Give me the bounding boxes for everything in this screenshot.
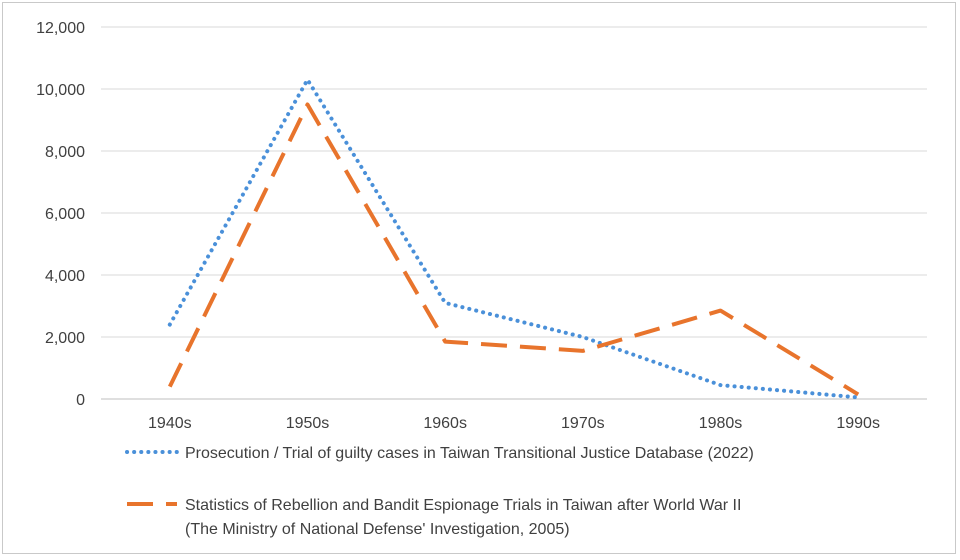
y-tick-label: 6,000 (45, 206, 85, 223)
x-tick-label: 1950s (286, 415, 330, 432)
series-line-1 (167, 77, 861, 400)
y-tick-label: 0 (76, 392, 85, 409)
legend-label-1: Prosecution / Trial of guilty cases in T… (185, 445, 754, 462)
x-axis-tick-labels: 1940s 1950s 1960s 1970s 1980s 1990s (148, 415, 880, 432)
x-tick-label: 1990s (836, 415, 880, 432)
x-tick-label: 1940s (148, 415, 192, 432)
legend: Prosecution / Trial of guilty cases in T… (125, 445, 754, 538)
x-tick-label: 1980s (699, 415, 743, 432)
series-lines (167, 77, 861, 400)
y-tick-label: 2,000 (45, 330, 85, 347)
legend-label-2: Statistics of Rebellion and Bandit Espio… (185, 497, 741, 514)
x-tick-label: 1970s (561, 415, 605, 432)
y-tick-label: 4,000 (45, 268, 85, 285)
series-line-2 (168, 102, 860, 397)
legend-label-2: (The Ministry of National Defense' Inves… (185, 521, 570, 538)
y-tick-label: 8,000 (45, 144, 85, 161)
chart-frame: 0 2,000 4,000 6,000 8,000 10,000 12,000 1940s 1… (2, 2, 956, 554)
y-tick-label: 10,000 (36, 82, 85, 99)
y-tick-label: 12,000 (36, 20, 85, 37)
gridlines (101, 26, 927, 400)
y-axis-tick-labels: 0 2,000 4,000 6,000 8,000 10,000 12,000 (36, 20, 85, 409)
x-tick-label: 1960s (423, 415, 467, 432)
